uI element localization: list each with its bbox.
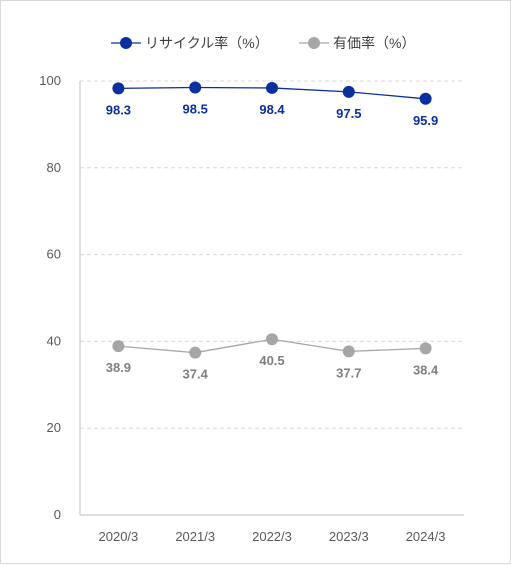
data-point: [419, 342, 432, 355]
data-label: 95.9: [413, 113, 438, 128]
legend-marker: [120, 37, 132, 49]
y-tick-label: 20: [47, 420, 61, 435]
legend-marker: [308, 37, 320, 49]
x-tick-label: 2024/3: [406, 529, 446, 544]
data-label: 38.9: [106, 360, 131, 375]
legend: リサイクル率（%） 有価率（%）: [111, 35, 415, 51]
axes: 0 20 40 60 80 100 2020/3 2021/3 2022/3 2023/3 2024…: [39, 73, 464, 544]
y-tick-label: 0: [54, 507, 61, 522]
data-label: 37.4: [183, 367, 209, 382]
data-point: [189, 81, 202, 94]
y-tick-label: 100: [39, 73, 61, 88]
data-label: 98.3: [106, 102, 131, 117]
data-label: 98.5: [183, 102, 208, 117]
y-tick-label: 60: [47, 247, 61, 262]
legend-label: リサイクル率（%）: [145, 35, 269, 51]
data-point: [266, 81, 278, 94]
data-label: 37.7: [336, 365, 361, 380]
data-point: [342, 345, 355, 358]
data-label: 40.5: [259, 353, 284, 368]
series-layer: 98.3 98.5 98.4 97.5 95.9 38.9 37.4 40.5 37.7 38.4: [106, 81, 439, 382]
x-tick-label: 2022/3: [252, 529, 292, 544]
data-point: [112, 82, 125, 95]
y-tick-label: 80: [47, 160, 61, 175]
data-point: [419, 92, 432, 105]
data-label: 98.4: [259, 102, 285, 117]
x-tick-label: 2023/3: [329, 529, 369, 544]
data-point: [189, 346, 202, 359]
x-tick-label: 2020/3: [99, 529, 139, 544]
legend-label: 有価率（%）: [333, 35, 415, 51]
data-label: 38.4: [413, 362, 439, 377]
x-tick-label: 2021/3: [175, 529, 215, 544]
data-label: 97.5: [336, 106, 361, 121]
gridlines: [80, 80, 464, 429]
data-point: [112, 340, 125, 353]
y-tick-label: 40: [47, 333, 61, 348]
data-point: [266, 333, 278, 346]
data-point: [342, 85, 355, 98]
